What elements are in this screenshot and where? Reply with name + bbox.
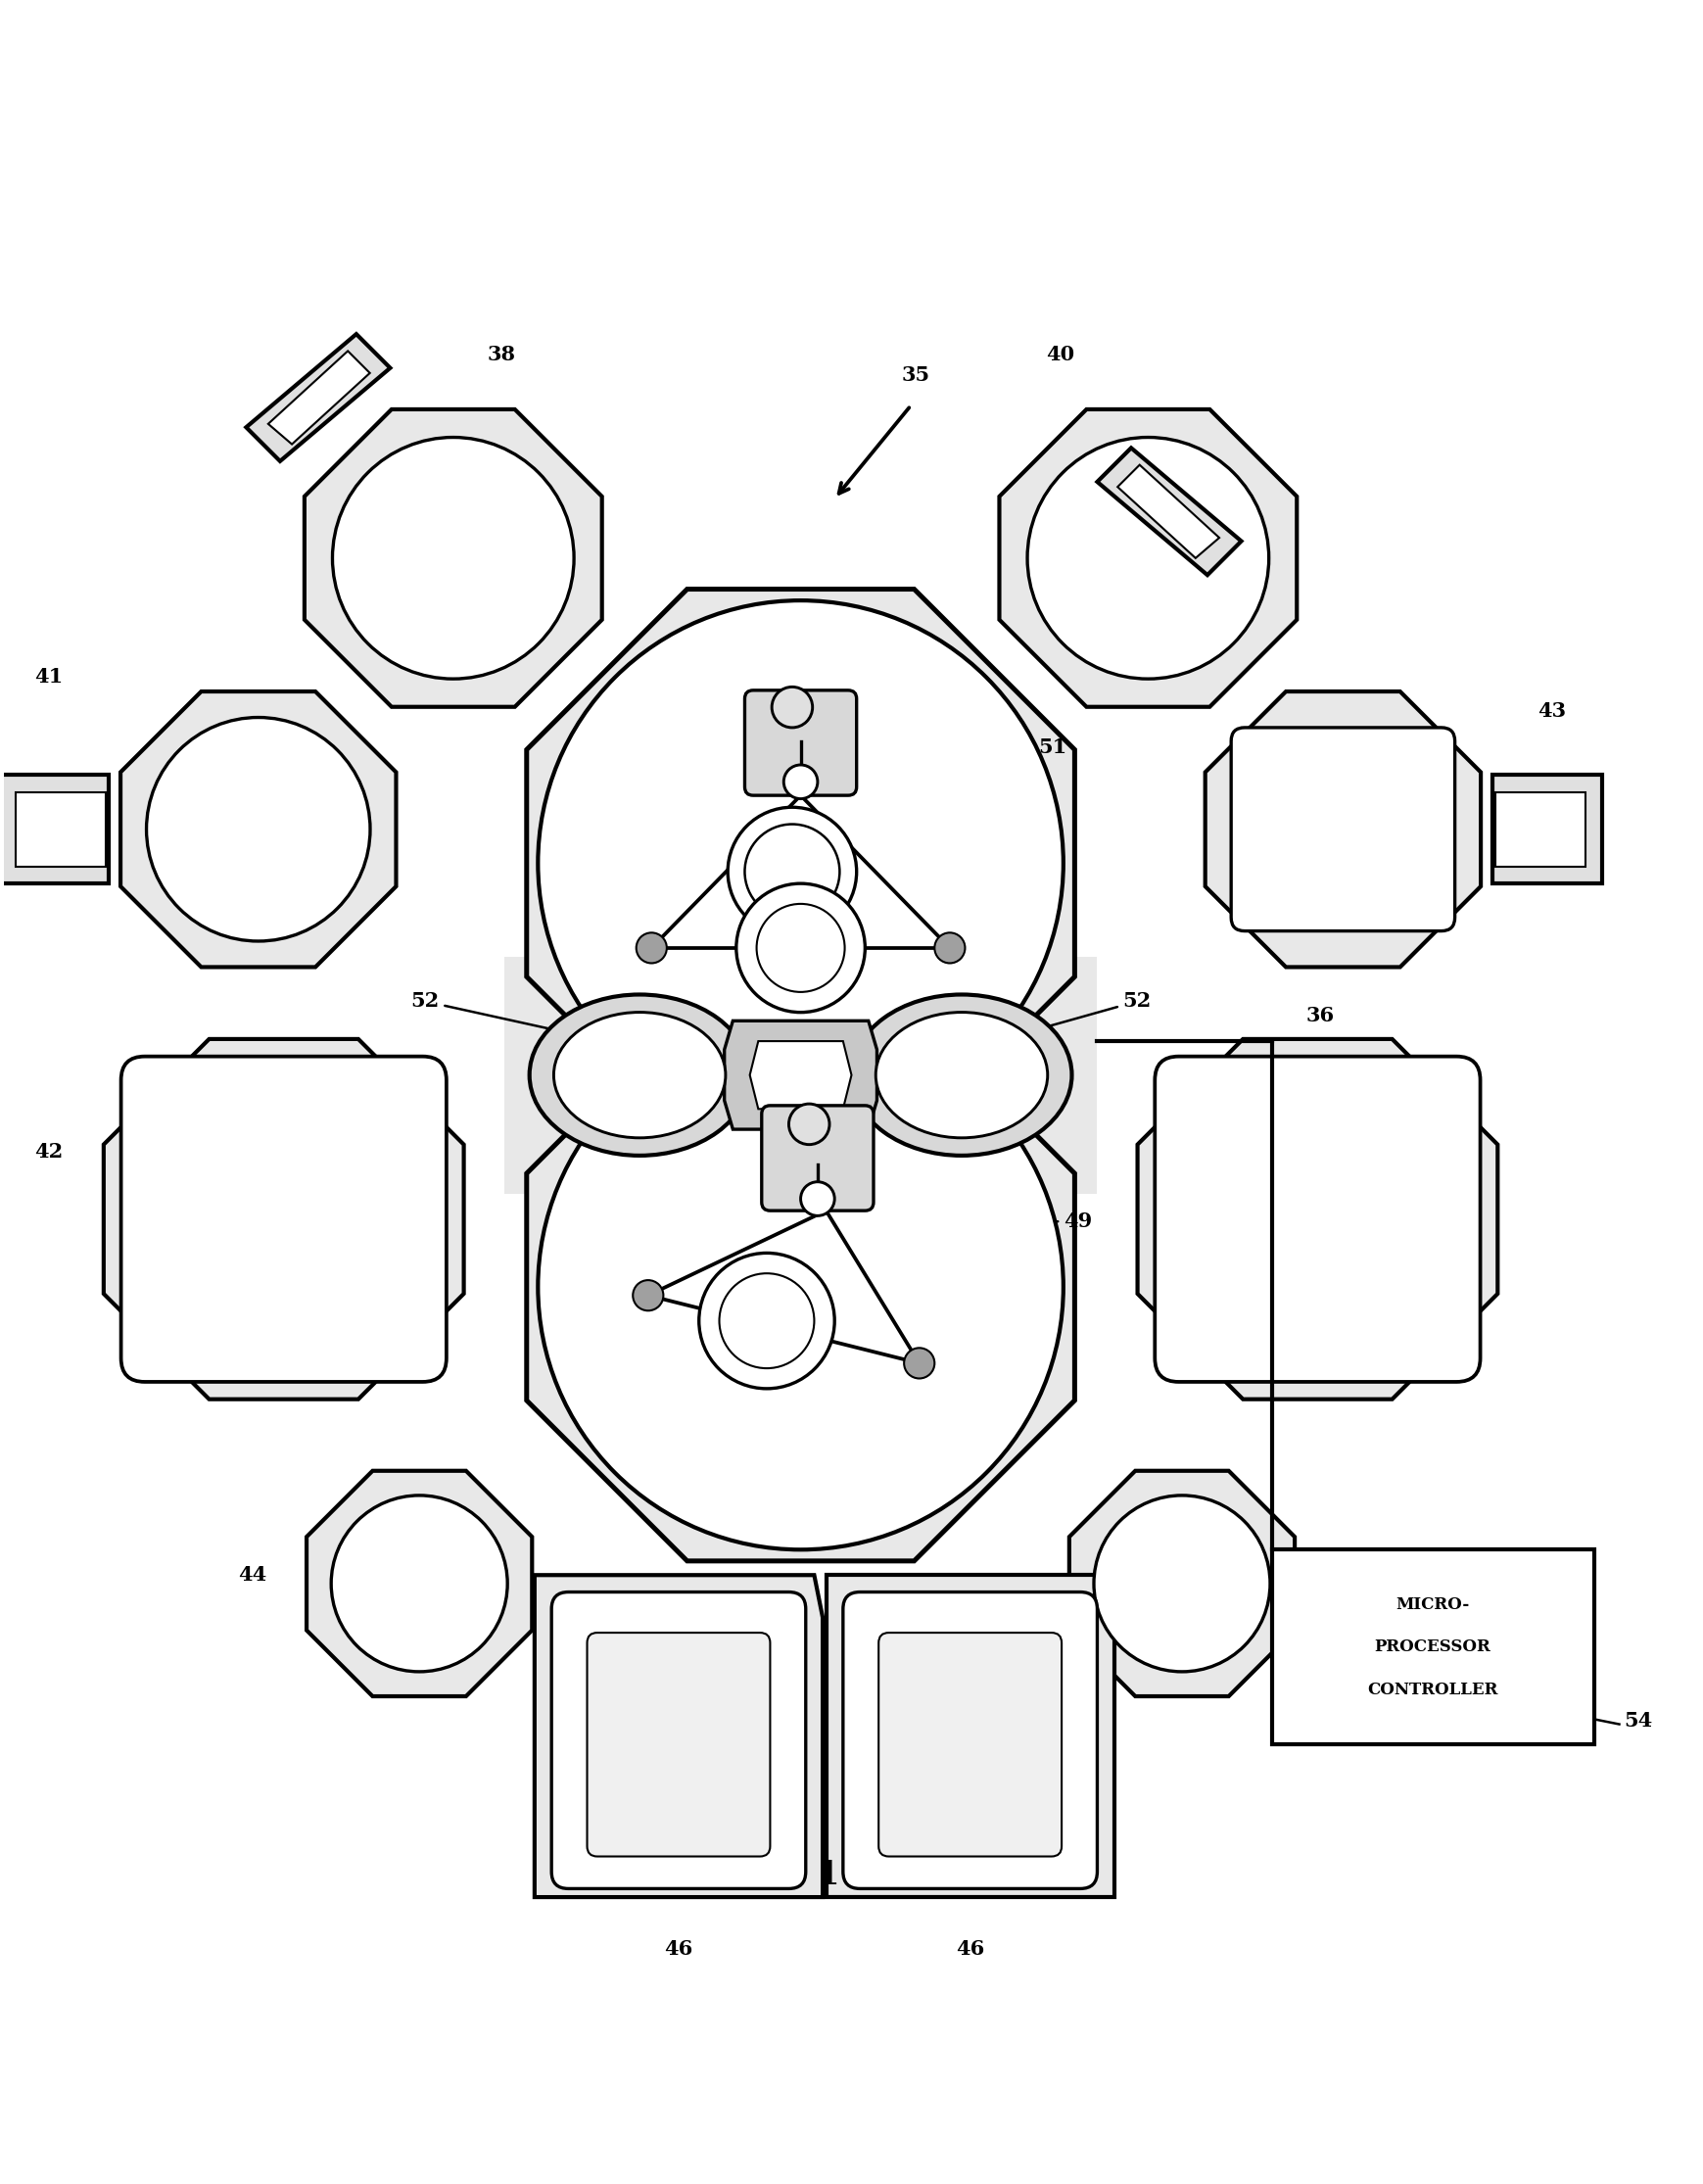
Polygon shape <box>1492 775 1603 885</box>
Polygon shape <box>307 1470 531 1697</box>
FancyBboxPatch shape <box>1155 1057 1480 1382</box>
Text: 35: 35 <box>901 365 930 384</box>
Circle shape <box>771 688 812 727</box>
Polygon shape <box>1117 465 1219 559</box>
Polygon shape <box>504 957 1097 1195</box>
Polygon shape <box>724 1020 877 1129</box>
FancyBboxPatch shape <box>121 1057 446 1382</box>
Text: 46: 46 <box>664 1939 693 1959</box>
Polygon shape <box>1272 1551 1594 1745</box>
FancyBboxPatch shape <box>588 1634 770 1856</box>
Text: 46: 46 <box>955 1939 984 1959</box>
Polygon shape <box>1138 1040 1497 1400</box>
Text: 48: 48 <box>787 1481 816 1500</box>
Text: 51: 51 <box>846 738 1066 786</box>
Polygon shape <box>1206 692 1482 968</box>
Text: FIG. 1: FIG. 1 <box>729 1859 840 1891</box>
Circle shape <box>800 1182 834 1216</box>
Polygon shape <box>535 1575 823 1898</box>
Circle shape <box>637 933 668 963</box>
Polygon shape <box>305 408 601 708</box>
Text: PROCESSOR: PROCESSOR <box>1374 1638 1490 1655</box>
Circle shape <box>332 437 574 679</box>
Circle shape <box>538 601 1063 1127</box>
Text: 44: 44 <box>1335 1566 1362 1586</box>
Polygon shape <box>104 1040 463 1400</box>
Polygon shape <box>121 692 397 968</box>
Text: CONTROLLER: CONTROLLER <box>1368 1682 1499 1699</box>
Polygon shape <box>1097 448 1241 574</box>
Circle shape <box>1093 1496 1270 1671</box>
Circle shape <box>904 1348 935 1378</box>
Text: 52: 52 <box>998 992 1151 1040</box>
Circle shape <box>538 1024 1063 1551</box>
Circle shape <box>146 716 370 941</box>
Text: 38: 38 <box>487 345 516 365</box>
Text: 50: 50 <box>787 1057 816 1077</box>
Circle shape <box>727 808 857 937</box>
Text: 41: 41 <box>34 666 63 686</box>
Circle shape <box>935 933 966 963</box>
Ellipse shape <box>553 1011 725 1138</box>
FancyBboxPatch shape <box>761 1105 874 1210</box>
Text: MICRO-: MICRO- <box>1396 1597 1470 1612</box>
Polygon shape <box>15 793 106 867</box>
Polygon shape <box>1495 793 1585 867</box>
Text: 36: 36 <box>1306 1007 1333 1026</box>
Text: 44: 44 <box>238 1566 267 1586</box>
Ellipse shape <box>530 994 749 1155</box>
Circle shape <box>756 904 845 992</box>
Circle shape <box>788 1103 829 1144</box>
Text: 40: 40 <box>1046 345 1075 365</box>
Circle shape <box>719 1273 814 1369</box>
Circle shape <box>330 1496 507 1671</box>
Polygon shape <box>0 775 109 885</box>
Text: 43: 43 <box>1538 701 1567 721</box>
Polygon shape <box>526 1013 1075 1562</box>
Polygon shape <box>247 334 390 461</box>
FancyBboxPatch shape <box>552 1592 806 1889</box>
FancyBboxPatch shape <box>843 1592 1097 1889</box>
Ellipse shape <box>852 994 1071 1155</box>
Ellipse shape <box>875 1011 1047 1138</box>
Polygon shape <box>749 1042 852 1109</box>
Text: 42: 42 <box>34 1142 63 1162</box>
Circle shape <box>744 823 840 919</box>
Text: 49: 49 <box>872 1212 1092 1232</box>
Circle shape <box>1027 437 1269 679</box>
Text: 54: 54 <box>1625 1712 1654 1732</box>
Polygon shape <box>1000 408 1298 708</box>
Text: 52: 52 <box>410 992 603 1040</box>
FancyBboxPatch shape <box>744 690 857 795</box>
Polygon shape <box>526 590 1075 1138</box>
Circle shape <box>698 1254 834 1389</box>
FancyBboxPatch shape <box>879 1634 1061 1856</box>
Polygon shape <box>267 352 370 443</box>
Circle shape <box>736 885 865 1013</box>
Polygon shape <box>826 1575 1114 1898</box>
Polygon shape <box>1069 1470 1294 1697</box>
Circle shape <box>634 1280 664 1310</box>
Circle shape <box>783 764 817 799</box>
FancyBboxPatch shape <box>1231 727 1454 930</box>
